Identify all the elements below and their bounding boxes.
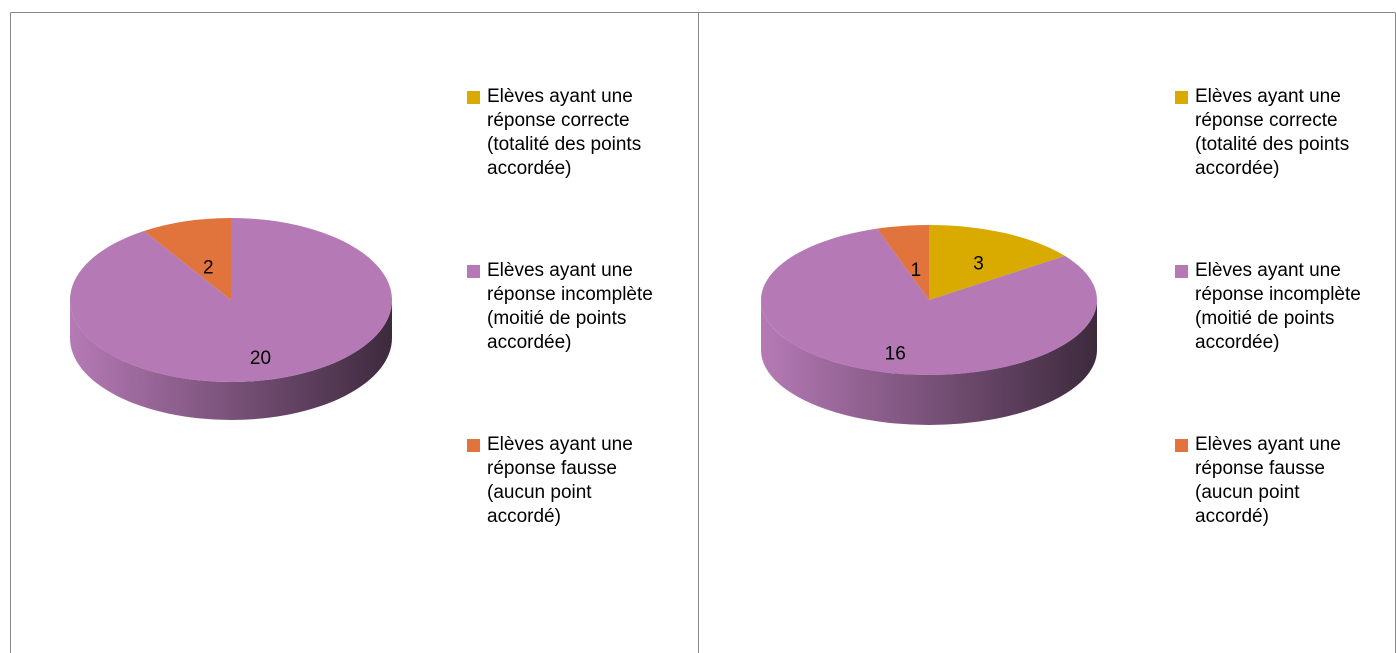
legend-text: Elèves ayant une réponse incomplète (moi… bbox=[1195, 260, 1361, 353]
legend-swatch bbox=[1175, 91, 1188, 104]
legend-text: Elèves ayant une réponse correcte (total… bbox=[487, 86, 642, 179]
legend-swatch bbox=[1175, 265, 1188, 278]
legend-text: Elèves ayant une réponse fausse (aucun p… bbox=[487, 434, 633, 527]
legend-swatch bbox=[1175, 439, 1188, 452]
pie-slice bbox=[143, 218, 231, 300]
legend-swatch bbox=[467, 265, 480, 278]
legend-item: Elèves ayant une réponse correcte (total… bbox=[467, 85, 663, 181]
data-label: 3 bbox=[973, 254, 984, 275]
pie-slice bbox=[929, 225, 1065, 300]
pie-side bbox=[761, 300, 1097, 425]
legend-swatch bbox=[467, 439, 480, 452]
pie-side bbox=[70, 300, 392, 420]
legend-item: Elèves ayant une réponse correcte (total… bbox=[1175, 85, 1371, 181]
legend-text: Elèves ayant une réponse incomplète (moi… bbox=[487, 260, 653, 353]
legend-swatch bbox=[467, 91, 480, 104]
legend-item: Elèves ayant une réponse incomplète (moi… bbox=[467, 259, 663, 355]
data-label: 1 bbox=[911, 260, 922, 281]
legend-item: Elèves ayant une réponse fausse (aucun p… bbox=[1175, 433, 1371, 529]
data-label: 2 bbox=[203, 258, 214, 279]
legend-item: Elèves ayant une réponse fausse (aucun p… bbox=[467, 433, 663, 529]
legend-item: Elèves ayant une réponse incomplète (moi… bbox=[1175, 259, 1371, 355]
data-label: 16 bbox=[885, 343, 906, 364]
legend-text: Elèves ayant une réponse fausse (aucun p… bbox=[1195, 434, 1341, 527]
legend-text: Elèves ayant une réponse correcte (total… bbox=[1195, 86, 1350, 179]
pie-slice bbox=[877, 225, 929, 300]
pie-slice bbox=[760, 228, 1097, 375]
data-label: 20 bbox=[250, 348, 271, 369]
